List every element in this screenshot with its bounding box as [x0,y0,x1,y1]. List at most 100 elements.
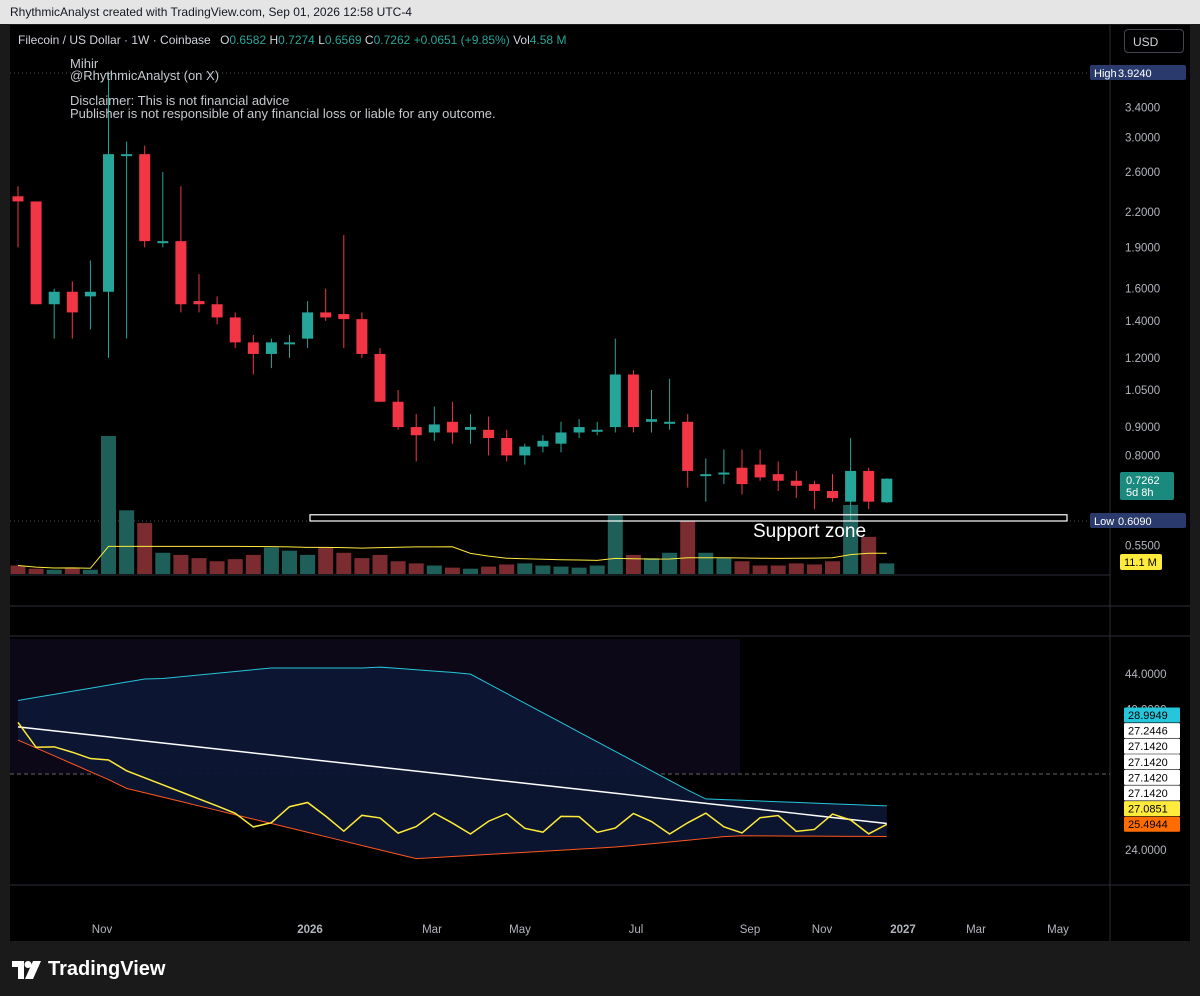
price-tick-label: 0.5500 [1125,541,1160,553]
indicator-value-tag: 27.2446 [1124,723,1180,739]
volume-bar [843,505,859,574]
volume-bar [770,565,786,574]
candle-body [591,429,603,432]
time-axis-label: Mar [422,924,442,936]
volume-bar [752,565,768,574]
price-tick-label: 1.2000 [1125,353,1160,365]
volume-bar [155,552,171,574]
volume-bar [734,561,750,574]
candle-body [555,432,567,444]
low-label: L [318,33,325,47]
time-axis[interactable]: Nov 2026 Mar May Jul Sep Nov 2027 Mar May [92,924,1069,936]
open-label: O [220,33,230,47]
last-price-text: 0.7262 [1126,475,1160,487]
price-axis[interactable]: 3.4000 3.0000 2.6000 2.2000 1.9000 1.6000 1.40… [1090,65,1186,857]
volume-bar [372,554,388,574]
mid-band-line [17,726,887,825]
upper-band-line [17,666,887,807]
volume-bar [408,563,424,574]
price-tick-label: 2.2000 [1125,207,1160,219]
candle-body [465,427,476,430]
time-axis-label: Mar [966,924,986,936]
volume-bar [227,559,243,574]
price-tick-label: 0.9000 [1125,422,1160,434]
price-tick-label: 2.6000 [1125,167,1160,179]
time-axis-label: May [509,924,531,936]
candle-body [736,467,748,485]
price-tick-label: 3.4000 [1125,102,1160,114]
volume-tag-text: 11.1 M [1124,557,1157,569]
author-handle: @RhythmicAnalyst (on X) [70,68,220,83]
close-value: 0.7262 [373,33,411,47]
indicator-value-tag-bg [1124,723,1180,739]
candle-body [428,424,440,433]
indicator-value-tag: 25.4944 [1124,816,1180,832]
candle-body [808,484,820,491]
indicator-value-tag-bg [1124,785,1180,801]
candle-body [284,342,295,345]
support-zone[interactable] [309,514,1068,522]
volume-bar [46,569,62,574]
volume-bar [245,554,261,574]
currency-button[interactable]: USD [1124,29,1184,53]
author-name: Mihir [70,56,99,71]
candle-body [302,312,314,339]
indicator-value-tag: 27.1420 [1124,769,1180,785]
volume-bar [354,558,370,574]
chart-area[interactable]: 3.4000 3.0000 2.6000 2.2000 1.9000 1.6000 1.40… [10,25,1190,941]
indicator-value-tag-bg [1124,738,1180,754]
volume-bar [861,536,877,574]
indicator-value-tag: 28.9949 [1124,707,1180,723]
candle-body [627,374,639,428]
support-zone-label: Support zone [753,521,867,542]
candle-body [863,470,875,502]
candle-body [682,421,694,471]
volume-bar [300,554,316,574]
candle-body [827,490,838,499]
footer [0,941,1200,996]
candle-body [175,241,187,305]
high-tag-bg [1090,65,1186,80]
candle-body [537,440,549,447]
volume-bar [825,561,840,574]
candle-body [881,478,893,503]
candles [12,73,893,521]
volume-bar [209,561,225,574]
volume-bar [101,436,116,574]
candle-body [12,196,24,202]
volume-bar [28,568,44,574]
indicator-value-tag: 27.1420 [1124,754,1180,770]
volume-bar [607,515,623,574]
indicator-value-tag-text: 27.1420 [1128,757,1168,769]
volume-bar [336,552,352,574]
chart-canvas[interactable]: 3.4000 3.0000 2.6000 2.2000 1.9000 1.6000 1.40… [10,25,1190,941]
candle-body [845,470,857,502]
volume-bar [589,565,605,574]
high-tag: High 3.9240 [1090,65,1186,80]
volume-bar [444,567,460,574]
volume-bar [390,561,406,574]
candle-body [446,421,458,433]
candle-body [519,446,531,456]
volume-bar [535,565,551,574]
indicator-pane [10,639,1110,860]
volume-bar [64,567,80,574]
symbol-legend: Filecoin / US Dollar · 1W · Coinbase O0.… [18,33,566,47]
band-fill [18,667,887,859]
volume-bars [10,436,895,574]
candle-body [193,301,205,305]
price-tick-label: 1.9000 [1125,242,1160,254]
low-tag-text: Low [1094,516,1114,528]
indicator-value-tag-text: 28.9949 [1128,710,1168,722]
indicator-value-tag-bg [1124,801,1180,817]
countdown-text: 5d 8h [1126,487,1154,499]
time-axis-label: Nov [812,924,833,936]
low-tag-text: 0.6090 [1118,516,1152,528]
volume-bar [173,554,189,574]
candle-body [646,419,657,422]
tradingview-logo[interactable]: TradingView [12,958,165,981]
indicator-value-tag: 27.1420 [1124,738,1180,754]
volume-bar [806,564,822,574]
disclaimer-line-2: Publisher is not responsible of any fina… [70,106,496,121]
